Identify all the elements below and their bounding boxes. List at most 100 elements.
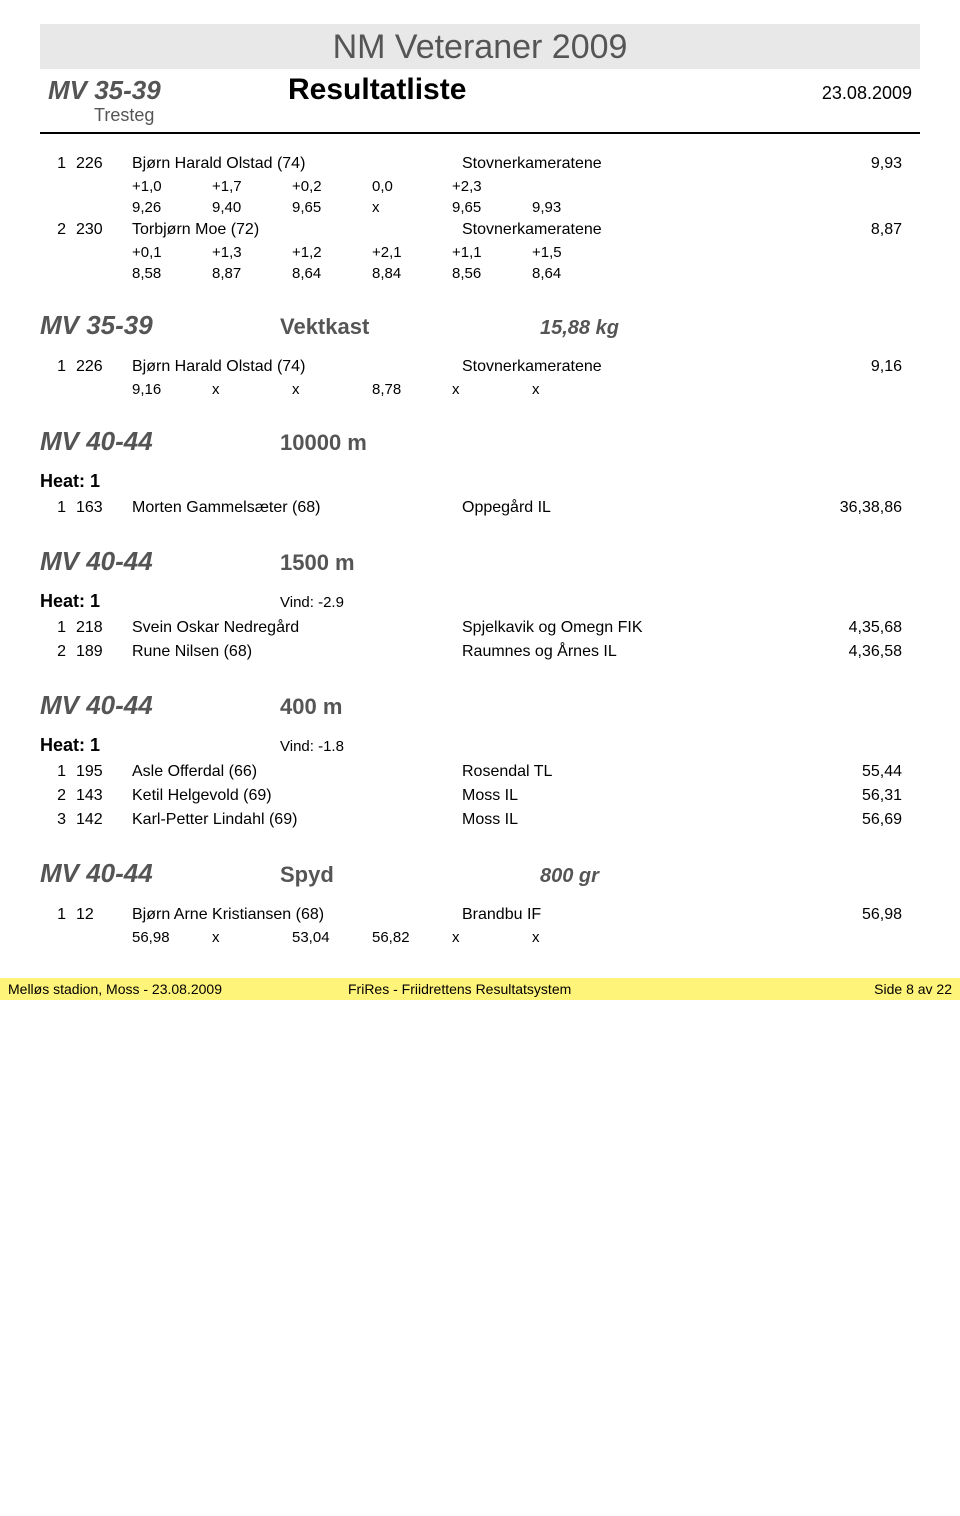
section-event: 1500 m <box>280 550 540 576</box>
mark-value: +1,0 <box>132 178 212 195</box>
athlete-name: Rune Nilsen (68) <box>132 643 462 661</box>
mark-value: x <box>212 381 292 398</box>
result-value: 56,98 <box>802 906 902 924</box>
bib: 143 <box>76 787 132 805</box>
bib: 226 <box>76 358 132 376</box>
footer-left: Melløs stadion, Moss - 23.08.2009 <box>8 981 348 997</box>
heat-row: Heat: 1 <box>40 471 920 492</box>
result-row: 2230Torbjørn Moe (72)Stovnerkameratene8,… <box>40 218 920 242</box>
result-value: 4,36,58 <box>802 643 902 661</box>
mark-value: 0,0 <box>372 178 452 195</box>
result-row: 1226Bjørn Harald Olstad (74)Stovnerkamer… <box>40 355 920 379</box>
section-category: MV 40-44 <box>40 546 280 577</box>
place: 1 <box>40 499 76 517</box>
place: 1 <box>40 763 76 781</box>
athlete-name: Bjørn Harald Olstad (74) <box>132 358 462 376</box>
marks-row: 9,269,409,65x9,659,93 <box>40 197 920 218</box>
mark-value: 8,64 <box>532 265 612 282</box>
heat-row: Heat: 1Vind: -2.9 <box>40 591 920 612</box>
mark-value: +0,1 <box>132 244 212 261</box>
section-spec: 15,88 kg <box>540 317 619 340</box>
heat-label: Heat: 1 <box>40 591 280 612</box>
mark-value: +1,1 <box>452 244 532 261</box>
mark-value: +1,5 <box>532 244 612 261</box>
club: Stovnerkameratene <box>462 155 802 173</box>
mark-value: 9,65 <box>452 199 532 216</box>
result-section: MV 40-441500 mHeat: 1Vind: -2.91218Svein… <box>40 546 920 664</box>
mark-value: 9,40 <box>212 199 292 216</box>
marks-row: 8,588,878,648,848,568,64 <box>40 263 920 284</box>
section-head: MV 40-441500 m <box>40 546 920 577</box>
athlete-name: Ketil Helgevold (69) <box>132 787 462 805</box>
bib: 195 <box>76 763 132 781</box>
mark-value: 8,58 <box>132 265 212 282</box>
result-value: 9,16 <box>802 358 902 376</box>
result-value: 56,31 <box>802 787 902 805</box>
result-section: MV 35-39Vektkast15,88 kg 1226Bjørn Harald… <box>40 310 920 400</box>
bib: 142 <box>76 811 132 829</box>
marks-row: +0,1+1,3+1,2+2,1+1,1+1,5 <box>40 242 920 263</box>
header-subtitle: Resultatliste <box>288 73 466 107</box>
place: 1 <box>40 155 76 173</box>
result-row: 1195Asle Offerdal (66)Rosendal TL55,44 <box>40 760 920 784</box>
marks-row: 9,16xx8,78xx <box>40 379 920 400</box>
club: Oppegård IL <box>462 499 802 517</box>
header-date: 23.08.2009 <box>822 83 912 104</box>
section-event: 10000 m <box>280 430 540 456</box>
footer-right: Side 8 av 22 <box>752 981 952 997</box>
club: Brandbu IF <box>462 906 802 924</box>
mark-value: 9,26 <box>132 199 212 216</box>
result-section: MV 40-44400 m Heat: 1Vind: -1.8 1195Asle O… <box>40 690 920 832</box>
club: Raumnes og Årnes IL <box>462 643 802 661</box>
result-value: 8,87 <box>802 221 902 239</box>
heat-label: Heat: 1 <box>40 471 280 492</box>
athlete-name: Asle Offerdal (66) <box>132 763 462 781</box>
mark-value: +2,1 <box>372 244 452 261</box>
result-section: MV 40-4410000 mHeat: 1 1163Morten Gammels… <box>40 426 920 520</box>
marks-row: 56,98x53,0456,82xx <box>40 927 920 948</box>
header-title-bar: NM Veteraner 2009 <box>40 24 920 69</box>
section-event: Vektkast <box>280 314 540 340</box>
mark-value: x <box>532 381 612 398</box>
section-event: 400 m <box>280 694 540 720</box>
result-value: 55,44 <box>802 763 902 781</box>
header-category: MV 35-39 <box>48 75 288 106</box>
section-event: Spyd <box>280 862 540 888</box>
mark-value: 53,04 <box>292 929 372 946</box>
result-row: 112Bjørn Arne Kristiansen (68)Brandbu IF… <box>40 903 920 927</box>
place: 1 <box>40 619 76 637</box>
mark-value: x <box>452 929 532 946</box>
mark-value: 9,16 <box>132 381 212 398</box>
mark-value: 56,82 <box>372 929 452 946</box>
bib: 226 <box>76 155 132 173</box>
mark-value: x <box>452 381 532 398</box>
place: 1 <box>40 358 76 376</box>
mark-value <box>532 178 612 195</box>
wind-value: Vind: -2.9 <box>280 594 344 611</box>
place: 2 <box>40 787 76 805</box>
result-value: 56,69 <box>802 811 902 829</box>
heat-row: Heat: 1Vind: -1.8 <box>40 735 920 756</box>
page-header: NM Veteraner 2009 MV 35-39 Resultatliste… <box>40 24 920 134</box>
club: Stovnerkameratene <box>462 221 802 239</box>
mark-value: x <box>532 929 612 946</box>
section-head: MV 40-44400 m <box>40 690 920 721</box>
mark-value: x <box>292 381 372 398</box>
mark-value: 9,65 <box>292 199 372 216</box>
section-category: MV 40-44 <box>40 426 280 457</box>
athlete-name: Torbjørn Moe (72) <box>132 221 462 239</box>
mark-value: +1,7 <box>212 178 292 195</box>
heat-label: Heat: 1 <box>40 735 280 756</box>
mark-value: x <box>212 929 292 946</box>
page-footer: Melløs stadion, Moss - 23.08.2009 FriRes… <box>0 978 960 1000</box>
athlete-name: Morten Gammelsæter (68) <box>132 499 462 517</box>
club: Moss IL <box>462 787 802 805</box>
result-row: 3142Karl-Petter Lindahl (69)Moss IL56,69 <box>40 808 920 832</box>
mark-value: +1,3 <box>212 244 292 261</box>
bib: 163 <box>76 499 132 517</box>
athlete-name: Svein Oskar Nedregård <box>132 619 462 637</box>
athlete-name: Bjørn Arne Kristiansen (68) <box>132 906 462 924</box>
mark-value: 8,56 <box>452 265 532 282</box>
section-category: MV 35-39 <box>40 310 280 341</box>
mark-value: x <box>372 199 452 216</box>
